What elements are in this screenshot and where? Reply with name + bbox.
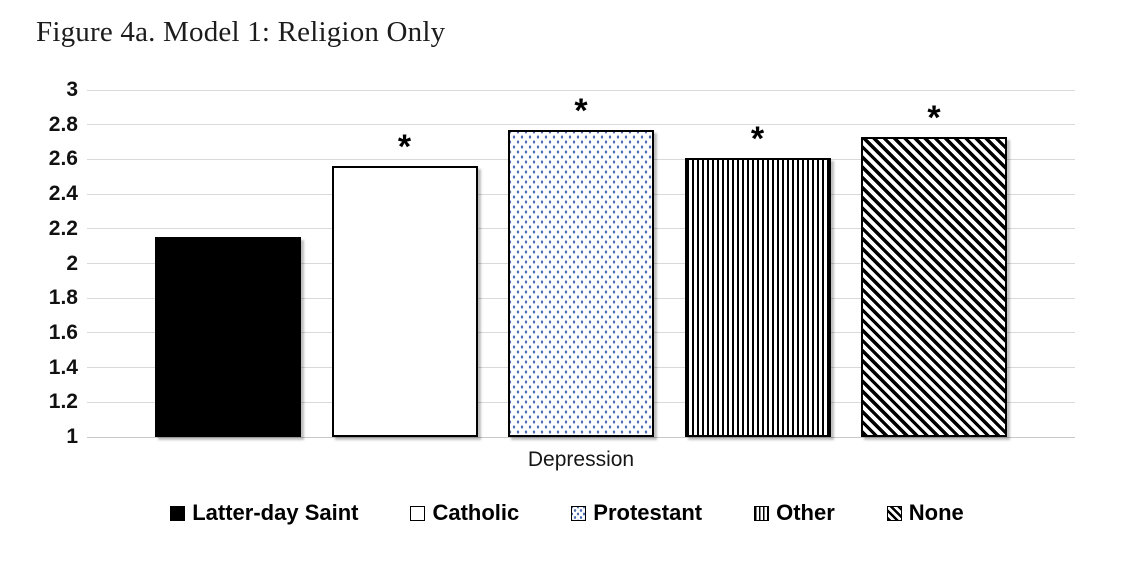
bar-slot-catholic: *	[331, 90, 478, 437]
plot-area: * * * *	[87, 89, 1075, 438]
y-tick-label-2.2: 2.2	[48, 216, 78, 240]
y-tick-label-2.4: 2.4	[48, 182, 78, 206]
legend-item-catholic: Catholic	[410, 500, 519, 526]
legend: Latter-day Saint Catholic Protestant Other N…	[0, 500, 1134, 526]
y-tick-label-3: 3	[66, 78, 78, 101]
bar-slot-none: *	[861, 90, 1007, 437]
legend-swatch-dots-blue-icon	[571, 505, 587, 521]
y-tick-label-1.4: 1.4	[48, 355, 78, 379]
y-tick-label-1.6: 1.6	[48, 320, 78, 344]
y-tick-label-1: 1	[66, 425, 78, 448]
y-tick-label-2.8: 2.8	[48, 112, 78, 136]
y-axis: 3 2.8 2.6 2.4 2.2 2 1.8 1.6 1.4 1.2 1	[0, 78, 78, 448]
legend-swatch-diagonal-stripes-icon	[886, 505, 902, 521]
gridline-1	[87, 436, 1075, 438]
significance-asterisk-catholic: *	[397, 128, 412, 167]
legend-item-protestant: Protestant	[571, 500, 702, 526]
legend-label-protestant: Protestant	[593, 500, 703, 525]
y-tick-label-2.6: 2.6	[48, 147, 78, 171]
bar-none	[861, 136, 1007, 437]
bar-slot-latter-day-saint	[155, 90, 301, 437]
bar-latter-day-saint	[155, 237, 301, 437]
y-tick-label-1.2: 1.2	[48, 390, 78, 414]
legend-label-none: None	[908, 500, 964, 525]
legend-label-latter-day-saint: Latter-day Saint	[192, 500, 359, 525]
bar-other	[684, 157, 831, 437]
gridline-2.8	[87, 124, 1075, 126]
legend-label-other: Other	[776, 500, 835, 525]
significance-asterisk-other: *	[750, 119, 765, 158]
significance-asterisk-none: *	[927, 98, 941, 137]
legend-item-latter-day-saint: Latter-day Saint	[170, 500, 358, 526]
legend-swatch-plain-white-icon	[410, 505, 426, 521]
legend-swatch-vertical-stripes-icon	[754, 505, 770, 521]
bar-catholic	[331, 166, 478, 437]
x-axis-label: Depression	[527, 448, 635, 471]
chart-title: Figure 4a. Model 1: Religion Only	[36, 16, 446, 48]
bar-slot-other: *	[684, 90, 831, 437]
legend-label-catholic: Catholic	[432, 500, 520, 525]
y-tick-label-1.8: 1.8	[48, 286, 78, 310]
bar-slot-protestant: *	[508, 90, 654, 437]
legend-item-other: Other	[754, 500, 835, 526]
significance-asterisk-protestant: *	[574, 91, 588, 130]
y-tick-label-2: 2	[66, 251, 78, 275]
bar-protestant	[508, 129, 654, 437]
legend-item-none: None	[886, 500, 964, 526]
legend-swatch-solid-black-icon	[170, 505, 186, 521]
gridline-3	[87, 89, 1075, 91]
